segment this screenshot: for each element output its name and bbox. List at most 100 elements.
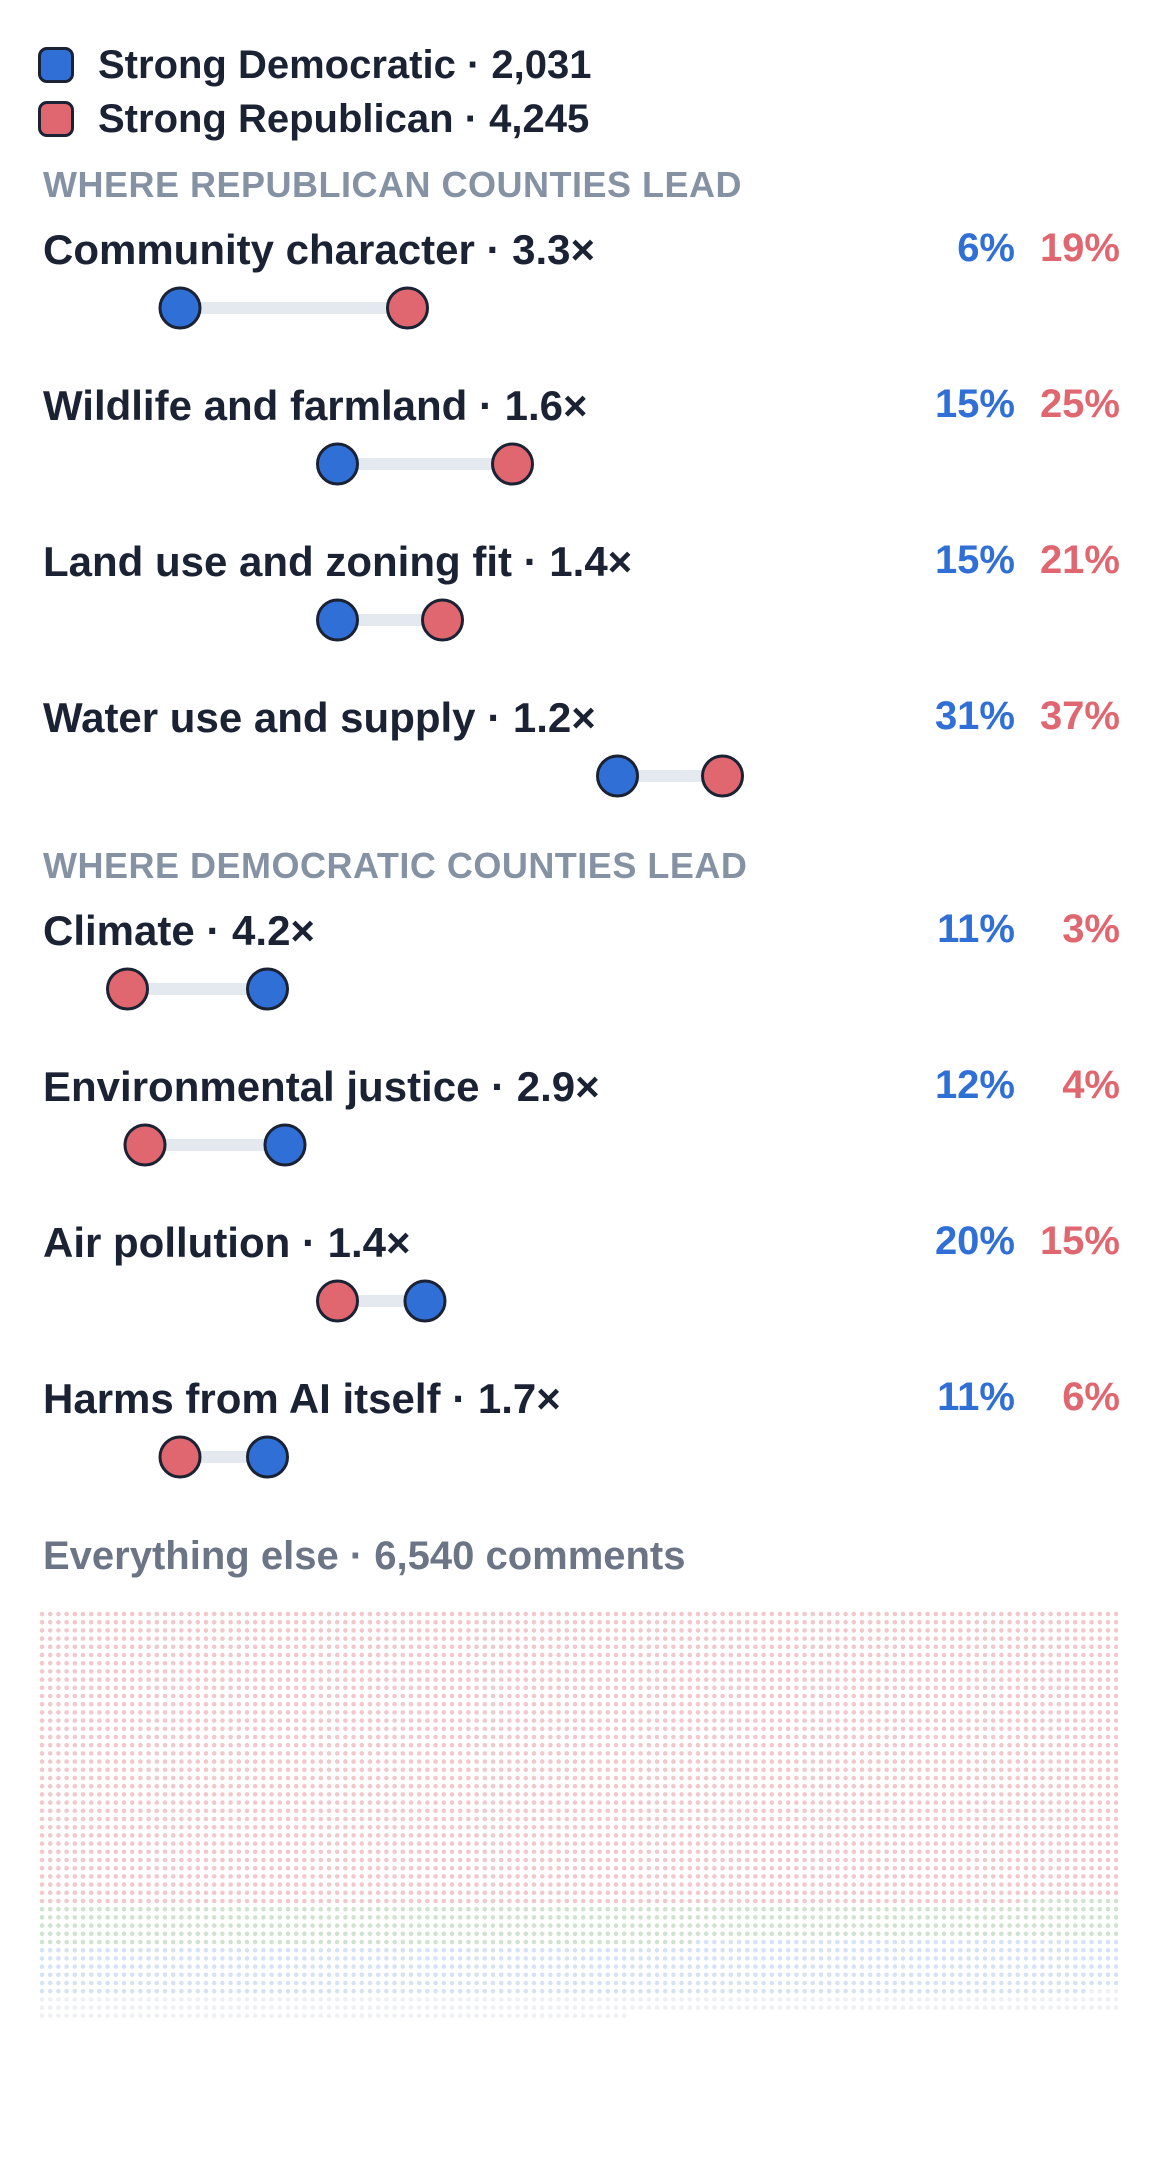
waffle-dot [129, 1767, 135, 1773]
waffle-dot [900, 1726, 906, 1732]
waffle-dot [859, 1792, 865, 1797]
waffle-dot [64, 1808, 69, 1814]
waffle-dot [990, 1652, 996, 1658]
waffle-dot [794, 1693, 799, 1699]
waffle-dot [88, 1677, 94, 1682]
waffle-dot [572, 1874, 578, 1879]
waffle-dot [859, 1767, 865, 1773]
waffle-dot [548, 1759, 553, 1764]
waffle-dot [39, 1636, 45, 1641]
waffle-dot [507, 1783, 512, 1789]
waffle-dot [892, 1767, 898, 1773]
waffle-dot [531, 1710, 537, 1715]
waffle-dot [211, 1619, 217, 1625]
waffle-dot [621, 1775, 627, 1781]
waffle-dot [392, 1816, 397, 1822]
waffle-dot [293, 1759, 299, 1764]
waffle-dot [392, 1636, 397, 1641]
waffle-dot [728, 1865, 734, 1871]
waffle-dot [728, 1652, 734, 1658]
waffle-dot [302, 1628, 307, 1633]
waffle-dot [138, 1611, 143, 1617]
waffle-dot [966, 1775, 971, 1781]
waffle-dot [211, 1734, 217, 1740]
waffle-dot [334, 1644, 340, 1650]
waffle-dot [113, 1865, 119, 1871]
waffle-dot [343, 1751, 348, 1756]
waffle-dot [170, 1652, 176, 1658]
waffle-dot [794, 1726, 799, 1732]
waffle-dot [777, 1890, 783, 1896]
waffle-dot [580, 1792, 586, 1797]
waffle-dot [556, 1800, 561, 1805]
waffle-dot [400, 1742, 406, 1748]
waffle-dot [876, 1628, 881, 1633]
waffle-dot [580, 1742, 586, 1748]
waffle-dot [170, 1611, 176, 1617]
waffle-dot [671, 1685, 676, 1691]
waffle-dot [105, 1652, 110, 1658]
waffle-dot [548, 1783, 553, 1789]
waffle-dot [630, 1775, 635, 1781]
waffle-dot [851, 1685, 857, 1691]
waffle-dot [203, 1628, 209, 1633]
waffle-dot [80, 1816, 86, 1822]
waffle-dot [744, 1833, 750, 1838]
waffle-dot [400, 1660, 406, 1666]
waffle-dot [572, 1726, 578, 1732]
waffle-dot [843, 1701, 848, 1707]
waffle-dot [343, 1890, 348, 1896]
waffle-dot [1072, 1611, 1078, 1617]
waffle-dot [597, 1742, 602, 1748]
waffle-dot [1089, 1628, 1094, 1633]
waffle-dot [671, 1644, 676, 1650]
waffle-dot [39, 1652, 45, 1658]
waffle-dot [408, 1800, 414, 1805]
waffle-dot [367, 1652, 373, 1658]
waffle-dot [917, 1660, 922, 1666]
waffle-dot [1081, 1816, 1086, 1822]
waffle-dot [1056, 1808, 1062, 1814]
waffle-dot [375, 1833, 381, 1838]
waffle-dot [375, 1718, 381, 1723]
waffle-dot [236, 1775, 242, 1781]
waffle-dot [88, 1906, 94, 1912]
waffle-dot [343, 1636, 348, 1641]
waffle-dot [441, 1685, 447, 1691]
waffle-dot [966, 1874, 971, 1879]
waffle-dot [933, 1759, 939, 1764]
waffle-dot [1081, 1882, 1086, 1887]
waffle-dot [121, 1857, 127, 1863]
waffle-dot [162, 1882, 168, 1887]
waffle-dot [326, 1849, 332, 1855]
waffle-dot [695, 1865, 701, 1871]
waffle-dot [384, 1808, 389, 1814]
waffle-dot [285, 1882, 291, 1887]
waffle-dot [835, 1775, 840, 1781]
waffle-dot [638, 1874, 643, 1879]
waffle-dot [187, 1808, 192, 1814]
waffle-dot [162, 1742, 168, 1748]
waffle-dot [933, 1628, 939, 1633]
waffle-dot [97, 1619, 102, 1625]
waffle-dot [277, 1693, 283, 1699]
waffle-dot [179, 1619, 184, 1625]
waffle-dot [990, 1898, 996, 1904]
waffle-dot [794, 1652, 799, 1658]
waffle-dot [466, 1726, 471, 1732]
waffle-dot [548, 1882, 553, 1887]
waffle-dot [162, 1693, 168, 1699]
waffle-dot [318, 1849, 324, 1855]
waffle-dot [187, 1636, 192, 1641]
waffle-dot [597, 1857, 602, 1863]
waffle-dot [474, 1824, 479, 1830]
waffle-dot [449, 1734, 455, 1740]
waffle-dot [400, 1693, 406, 1699]
waffle-dot [113, 1742, 119, 1748]
waffle-dot [958, 1611, 963, 1617]
waffle-dot [794, 1685, 799, 1691]
waffle-dot [1097, 1808, 1103, 1814]
waffle-dot [1089, 1718, 1094, 1723]
waffle-dot [326, 1816, 332, 1822]
waffle-dot [679, 1833, 684, 1838]
